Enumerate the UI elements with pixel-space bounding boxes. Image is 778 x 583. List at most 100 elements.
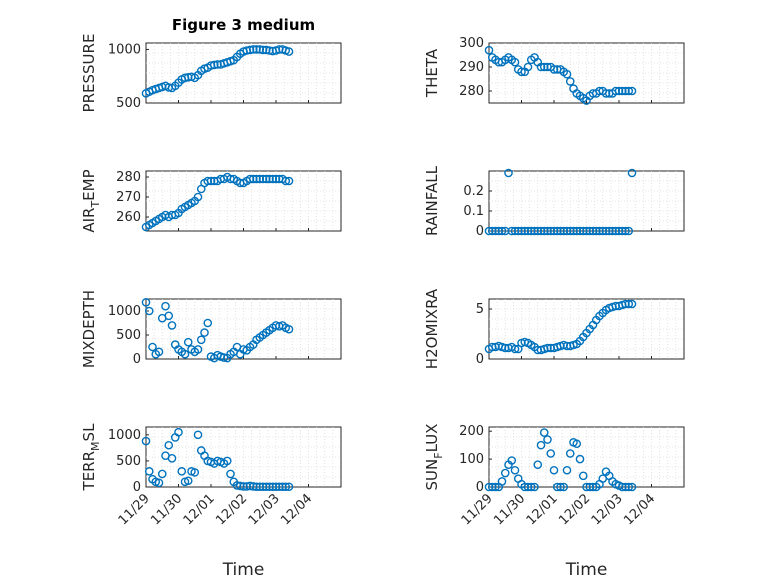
- x-tick-label: 11/30: [491, 491, 528, 528]
- data-point: [569, 226, 578, 236]
- y-tick-label: 200: [459, 424, 484, 439]
- data-point: [572, 439, 582, 449]
- data-point: [585, 482, 595, 492]
- data-point: [278, 482, 287, 492]
- data-point: [252, 174, 261, 184]
- data-point: [575, 454, 585, 464]
- data-point: [494, 226, 504, 236]
- data-point: [183, 337, 193, 347]
- data-point: [271, 174, 281, 184]
- data-point: [624, 482, 634, 492]
- data-point: [520, 482, 530, 492]
- data-point: [549, 226, 559, 236]
- x-tick-label: 12/04: [621, 491, 658, 528]
- data-point: [203, 318, 213, 328]
- data-point: [578, 226, 588, 236]
- data-point: [164, 440, 174, 450]
- data-point: [523, 482, 533, 492]
- data-point: [284, 324, 294, 334]
- data-point: [497, 477, 507, 486]
- data-point: [565, 77, 575, 86]
- data-point: [193, 192, 203, 202]
- subplot-mixdepth: 0 500 1000 MIXDEPTH: [80, 290, 342, 368]
- y-axis-label: TERRMSL: [80, 423, 102, 492]
- data-point: [500, 226, 510, 236]
- y-tick-label: 280: [116, 170, 141, 185]
- y-tick-label: 1000: [108, 42, 141, 57]
- data-point: [546, 449, 556, 458]
- data-point: [255, 174, 265, 184]
- y-axis-label: PRESSURE: [80, 34, 98, 113]
- data-point: [611, 226, 621, 236]
- data-point: [533, 460, 543, 469]
- data-point: [575, 226, 585, 236]
- data-point: [523, 62, 533, 72]
- data-point: [627, 168, 637, 178]
- data-point: [562, 69, 572, 79]
- x-axis-label: Time: [222, 560, 265, 580]
- data-point: [193, 345, 203, 354]
- y-axis-label: MIXDEPTH: [80, 290, 98, 368]
- data-point: [248, 45, 258, 54]
- data-point: [588, 226, 598, 236]
- x-tick-label: 12/02: [556, 491, 593, 528]
- y-tick-label: 5: [476, 302, 484, 317]
- data-point: [274, 482, 284, 492]
- y-tick-label: 280: [459, 84, 484, 99]
- y-tick-label: 500: [116, 454, 141, 469]
- x-tick-label: 11/29: [459, 491, 496, 528]
- data-point: [154, 478, 164, 488]
- subplot-rainfall: 0 0.1 0.2 RAINFALL: [423, 165, 685, 239]
- data-point: [598, 226, 608, 236]
- subplot-pressure: 500 1000 PRESSURE: [80, 34, 342, 113]
- data-point: [617, 86, 627, 96]
- data-point: [517, 67, 526, 77]
- y-axis-label: THETA: [423, 48, 441, 98]
- x-tick-label: 11/29: [116, 491, 153, 528]
- data-point: [252, 482, 261, 492]
- data-point: [497, 226, 507, 236]
- data-point: [582, 226, 591, 236]
- data-point: [200, 328, 209, 337]
- data-point: [595, 226, 604, 236]
- data-point: [265, 174, 274, 184]
- data-point: [543, 435, 552, 444]
- subplot-h2omixra: 0 5 H2OMIXRA: [423, 288, 685, 369]
- data-point: [614, 226, 624, 236]
- data-point: [556, 226, 565, 236]
- data-point: [526, 482, 536, 492]
- data-point: [533, 226, 543, 236]
- data-point: [268, 482, 278, 492]
- data-point: [530, 226, 539, 236]
- data-point: [265, 482, 274, 492]
- data-point: [621, 482, 630, 492]
- data-point: [255, 482, 265, 492]
- x-tick-label: 12/03: [246, 491, 283, 528]
- x-tick-label: 11/30: [148, 491, 185, 528]
- y-tick-label: 1000: [108, 428, 141, 443]
- data-point: [624, 226, 634, 236]
- data-point: [510, 465, 520, 475]
- data-point: [491, 226, 500, 236]
- data-point: [484, 482, 494, 492]
- data-point: [621, 226, 630, 236]
- subplot-theta: 280 290 300 THETA: [423, 36, 685, 105]
- data-point: [180, 349, 190, 359]
- y-axis-label: RAINFALL: [423, 165, 441, 236]
- data-point: [585, 226, 595, 236]
- y-tick-label: 270: [116, 190, 141, 205]
- y-tick-label: 0: [476, 480, 484, 495]
- data-point: [627, 482, 637, 492]
- data-point: [552, 482, 562, 492]
- data-point: [621, 299, 630, 309]
- data-point: [539, 62, 549, 72]
- data-point: [536, 226, 546, 236]
- y-tick-label: 0: [476, 352, 484, 367]
- subplot-terr-msl: 0 500 1000 TERRMSL 11/2911/3012/0112/0212/03…: [80, 423, 342, 580]
- data-point: [510, 57, 520, 67]
- x-tick-label: 12/01: [181, 491, 218, 528]
- data-point: [582, 482, 591, 492]
- data-point: [617, 226, 627, 236]
- data-point: [265, 46, 274, 55]
- data-point: [543, 226, 552, 236]
